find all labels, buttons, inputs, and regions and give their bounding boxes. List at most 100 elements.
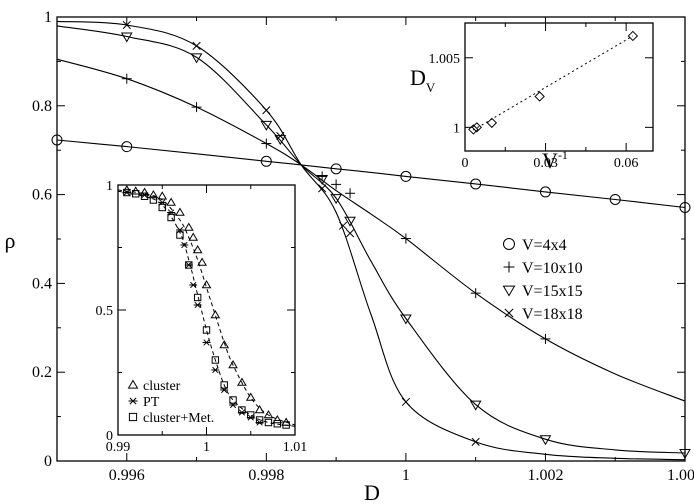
data-point bbox=[345, 188, 356, 199]
inset-data-point bbox=[184, 261, 193, 269]
data-point bbox=[679, 201, 691, 213]
data-point bbox=[318, 184, 327, 193]
main-x-tick-label: 1.004 bbox=[667, 467, 694, 484]
legend-label: V=10x10 bbox=[522, 260, 583, 277]
inset-top-y-axis-main: D bbox=[410, 65, 426, 90]
inset-legend-marker bbox=[127, 379, 139, 389]
main-y-tick-label: 0.2 bbox=[32, 364, 52, 381]
data-point bbox=[400, 314, 412, 325]
legend-label: V=15x15 bbox=[522, 283, 583, 300]
inset-top-right-frame bbox=[464, 22, 654, 152]
inset-data-point bbox=[228, 360, 238, 369]
data-point bbox=[470, 288, 481, 299]
inset-data-point bbox=[245, 392, 256, 401]
inset-bottom-y-tick-label: 1 bbox=[106, 179, 113, 194]
data-point bbox=[471, 437, 480, 447]
inset-data-point bbox=[272, 415, 283, 424]
data-point bbox=[317, 171, 328, 182]
data-point bbox=[190, 53, 203, 64]
inset-top-x-tick-label: 0 bbox=[462, 156, 469, 171]
inset-data-point bbox=[157, 191, 168, 200]
inset-data-point bbox=[180, 241, 189, 249]
inset-data-point bbox=[238, 406, 246, 414]
inset-data-point bbox=[211, 366, 220, 374]
inset-data-point bbox=[132, 190, 140, 198]
inset-data-point bbox=[210, 310, 221, 319]
main-y-tick-label: 0 bbox=[44, 453, 52, 470]
inset-data-point bbox=[185, 261, 193, 269]
data-point bbox=[540, 333, 551, 344]
main-y-tick-label: 0.6 bbox=[32, 187, 52, 204]
inset-data-point bbox=[167, 213, 175, 222]
data-point bbox=[401, 397, 410, 407]
inset-bottom-x-tick-label: 1.01 bbox=[283, 440, 308, 455]
inset-legend-label: cluster+Met. bbox=[143, 411, 214, 426]
inset-data-point bbox=[246, 414, 255, 421]
inset-data-point bbox=[202, 339, 211, 346]
inset-data-point bbox=[175, 207, 185, 216]
fit-curve bbox=[56, 139, 686, 209]
inset-fit-line bbox=[472, 35, 634, 131]
inset-data-point bbox=[202, 326, 211, 334]
data-point bbox=[276, 131, 285, 141]
main-y-axis-label: ρ bbox=[5, 228, 16, 253]
inset-top-x-tick-label: 0.03 bbox=[533, 156, 558, 171]
inset-data-point bbox=[211, 356, 220, 364]
data-point bbox=[331, 179, 342, 190]
main-x-tick-label: 1.002 bbox=[527, 467, 563, 484]
data-point bbox=[192, 41, 201, 50]
main-legend: V=4x4 V=10x10 V=15x15 V=18x18 bbox=[502, 237, 583, 323]
inset-dashed-curve bbox=[117, 189, 296, 426]
inset-data-point bbox=[140, 192, 149, 200]
inset-data-point bbox=[158, 203, 166, 212]
inset-top-x-axis-main: V bbox=[542, 148, 558, 173]
legend-marker bbox=[504, 308, 514, 318]
data-point bbox=[51, 134, 63, 146]
inset-data-point bbox=[468, 124, 479, 135]
inset-data-point bbox=[486, 117, 498, 129]
inset-top-y-tick-label: 1.005 bbox=[429, 52, 461, 67]
main-y-tick-label: 0.4 bbox=[32, 275, 52, 292]
main-x-tick-label: 0.996 bbox=[109, 467, 145, 484]
data-point bbox=[400, 233, 411, 244]
data-point bbox=[316, 175, 329, 186]
legend-marker bbox=[503, 238, 515, 250]
inset-top-y-tick-label: 1 bbox=[453, 121, 460, 136]
main-y-tick-label: 1 bbox=[44, 9, 52, 26]
inset-top-x-axis-sup: -1 bbox=[558, 148, 568, 162]
data-point bbox=[121, 141, 133, 153]
inset-bottom-y-tick-label: 0 bbox=[106, 429, 113, 444]
inset-data-point bbox=[201, 280, 212, 289]
inset-data-point bbox=[220, 381, 228, 389]
inset-data-point bbox=[273, 420, 282, 428]
main-y-tick-label: 0.8 bbox=[32, 98, 52, 115]
legend-marker bbox=[503, 261, 515, 273]
inset-top-x-axis-label: V-1 bbox=[542, 148, 568, 173]
inset-data-point bbox=[471, 122, 483, 133]
data-point bbox=[262, 106, 271, 115]
legend-marker bbox=[502, 285, 516, 297]
data-point bbox=[539, 186, 551, 198]
inset-data-point bbox=[197, 257, 207, 266]
inset-top-x-tick-label: 0.06 bbox=[614, 156, 639, 171]
inset-data-point bbox=[123, 188, 131, 197]
inset-data-point bbox=[219, 340, 230, 349]
data-point bbox=[345, 229, 355, 238]
data-point bbox=[330, 163, 342, 175]
inset-data-point bbox=[183, 222, 194, 231]
main-x-tick-label: 1 bbox=[402, 467, 410, 484]
data-point bbox=[122, 20, 131, 30]
data-point bbox=[261, 138, 272, 149]
inset-data-point bbox=[534, 91, 545, 102]
data-point bbox=[344, 216, 356, 227]
inset-data-point bbox=[229, 396, 237, 404]
inset-data-point bbox=[263, 410, 274, 419]
inset-legend-marker bbox=[128, 412, 138, 422]
inset-legend-label: cluster bbox=[143, 379, 181, 394]
data-point bbox=[260, 155, 272, 167]
inset-data-point bbox=[176, 231, 184, 239]
legend-label: V=18x18 bbox=[522, 306, 583, 323]
inset-data-point bbox=[122, 189, 131, 196]
data-point bbox=[470, 178, 482, 190]
